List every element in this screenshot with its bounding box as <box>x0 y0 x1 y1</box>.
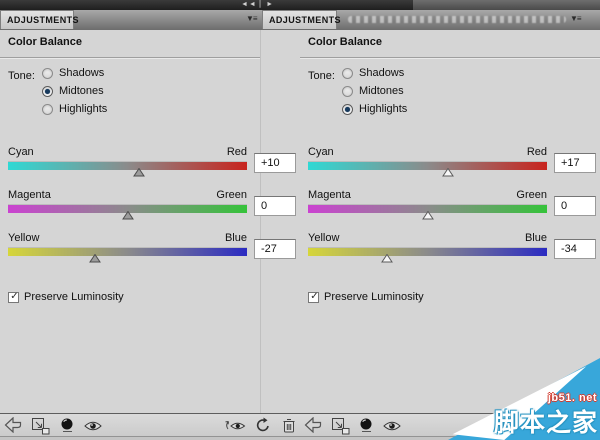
slider-thumb[interactable] <box>380 254 393 263</box>
tab-adjustments-right[interactable]: ADJUSTMENTS <box>262 10 341 29</box>
radio-label: Highlights <box>359 103 408 115</box>
radio-label: Highlights <box>59 103 108 115</box>
return-arrow-icon[interactable] <box>4 417 24 433</box>
trash-icon[interactable] <box>282 417 296 433</box>
slider-thumb[interactable] <box>421 211 434 220</box>
slider-thumb[interactable] <box>121 211 134 220</box>
slider-left-label: Magenta <box>8 189 51 201</box>
radio-shadows[interactable] <box>342 68 353 79</box>
clip-to-layer-icon[interactable] <box>31 417 51 435</box>
panel-bottom-edge <box>0 436 600 440</box>
adjustment-circle-icon[interactable] <box>358 417 374 433</box>
divider <box>300 57 600 58</box>
radio-row-highlights[interactable]: Highlights <box>42 103 107 116</box>
value-input[interactable] <box>554 239 596 259</box>
radio-shadows[interactable] <box>42 68 53 79</box>
radio-highlights[interactable] <box>42 104 53 115</box>
value-input[interactable] <box>254 239 296 259</box>
slider-yellow-blue: Yellow Blue <box>308 232 596 267</box>
tab-bar: ADJUSTMENTS ▼≡ ADJUSTMENTS ▼≡ <box>0 10 600 30</box>
radio-row-midtones[interactable]: Midtones <box>42 85 104 98</box>
radio-midtones[interactable] <box>42 86 53 97</box>
slider-track[interactable] <box>308 161 547 170</box>
slider-right-label: Green <box>216 189 247 201</box>
slider-left-label: Yellow <box>8 232 40 244</box>
preserve-luminosity-label: Preserve Luminosity <box>24 290 124 303</box>
slider-cyan-red: Cyan Red <box>308 146 596 181</box>
color-balance-panel-right: Color Balance Tone: Shadows Midtones Hig… <box>300 30 600 413</box>
return-arrow-icon[interactable] <box>304 417 324 433</box>
slider-thumb[interactable] <box>133 168 146 177</box>
slider-track[interactable] <box>8 247 247 256</box>
slider-right-label: Blue <box>524 232 547 244</box>
visibility-eye-icon[interactable] <box>383 420 401 432</box>
slider-left-label: Magenta <box>308 189 351 201</box>
slider-right-label: Green <box>516 189 547 201</box>
previous-state-eye-icon[interactable] <box>224 418 246 432</box>
watermark-site-text: jb51. net <box>547 392 597 404</box>
preserve-luminosity-checkbox[interactable]: ✓ <box>308 290 319 303</box>
radio-label: Shadows <box>359 67 405 79</box>
slider-left-label: Cyan <box>308 146 334 158</box>
dock-title-bar <box>0 0 413 10</box>
radio-label: Midtones <box>359 85 404 97</box>
divider <box>0 57 260 58</box>
adjustment-circle-icon[interactable] <box>59 417 75 433</box>
slider-right-label: Red <box>526 146 547 158</box>
panel-menu-icon[interactable]: ▼≡ <box>570 14 582 23</box>
page-title: Color Balance <box>8 36 82 48</box>
slider-magenta-green: Magenta Green <box>308 189 596 224</box>
tone-label: Tone: <box>8 70 35 82</box>
preserve-luminosity-label: Preserve Luminosity <box>324 290 424 303</box>
value-input[interactable] <box>554 153 596 173</box>
slider-left-label: Cyan <box>8 146 34 158</box>
value-input[interactable] <box>254 196 296 216</box>
radio-highlights[interactable] <box>342 104 353 115</box>
panel-divider <box>260 30 261 413</box>
watermark-name-text: 脚本之家 <box>493 409 598 437</box>
color-balance-panel-left: Color Balance Tone: Shadows Midtones Hig… <box>0 30 296 413</box>
value-input[interactable] <box>254 153 296 173</box>
watermark: jb51. net 脚本之家 <box>448 358 600 440</box>
slider-left-label: Yellow <box>308 232 340 244</box>
radio-label: Shadows <box>59 67 105 79</box>
radio-row-midtones[interactable]: Midtones <box>342 85 404 98</box>
radio-row-highlights[interactable]: Highlights <box>342 103 407 116</box>
preserve-luminosity-row[interactable]: ✓ Preserve Luminosity <box>8 291 124 303</box>
slider-yellow-blue: Yellow Blue <box>8 232 296 267</box>
radio-label: Midtones <box>59 85 104 97</box>
slider-thumb[interactable] <box>89 254 102 263</box>
slider-track[interactable] <box>308 204 547 213</box>
dock-title-bar-right <box>413 0 600 10</box>
page-title: Color Balance <box>308 36 382 48</box>
slider-magenta-green: Magenta Green <box>8 189 296 224</box>
obscured-text-region <box>348 16 566 23</box>
slider-right-label: Red <box>226 146 247 158</box>
slider-track[interactable] <box>8 204 247 213</box>
visibility-eye-icon[interactable] <box>84 420 102 432</box>
panel-menu-icon[interactable]: ▼≡ <box>246 14 258 23</box>
preserve-luminosity-checkbox[interactable]: ✓ <box>8 290 19 303</box>
collapse-panels-icon[interactable]: ◄◄ ▏► <box>241 1 275 8</box>
slider-track[interactable] <box>8 161 247 170</box>
tone-label: Tone: <box>308 70 335 82</box>
value-input[interactable] <box>554 196 596 216</box>
radio-midtones[interactable] <box>342 86 353 97</box>
reset-icon[interactable] <box>255 417 271 433</box>
slider-thumb[interactable] <box>441 168 454 177</box>
slider-track[interactable] <box>308 247 547 256</box>
clip-to-layer-icon[interactable] <box>331 417 351 435</box>
tab-adjustments-left[interactable]: ADJUSTMENTS <box>0 10 79 29</box>
radio-row-shadows[interactable]: Shadows <box>42 67 104 80</box>
preserve-luminosity-row[interactable]: ✓ Preserve Luminosity <box>308 291 424 303</box>
slider-right-label: Blue <box>224 232 247 244</box>
check-icon: ✓ <box>10 290 19 302</box>
panel-footer <box>0 413 600 436</box>
slider-cyan-red: Cyan Red <box>8 146 296 181</box>
radio-row-shadows[interactable]: Shadows <box>342 67 404 80</box>
check-icon: ✓ <box>310 290 319 302</box>
